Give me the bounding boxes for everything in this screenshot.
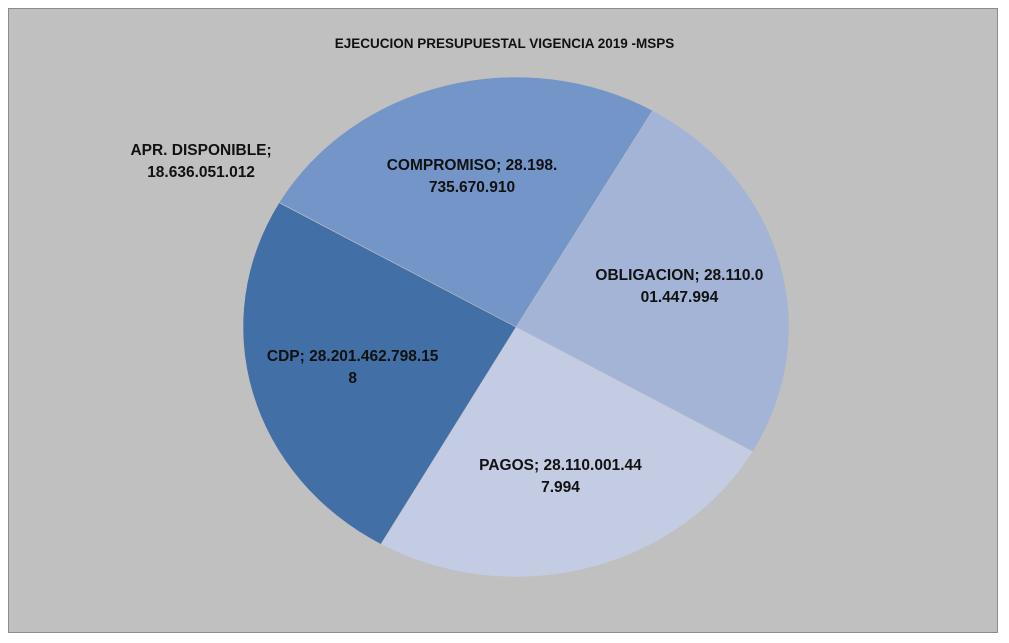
label-separator: ; (266, 141, 272, 159)
label-category: PAGOS (479, 456, 535, 474)
label-value: 28.110.001.447.994 (541, 456, 642, 496)
data-label: CDP; 28.201.462.798.158 (265, 346, 440, 390)
label-category: CDP (266, 347, 300, 365)
pie-slice (515, 110, 790, 452)
data-label: OBLIGACION; 28.110.001.447.994 (592, 265, 767, 309)
label-category: OBLIGACION (595, 266, 695, 284)
label-separator: ; (299, 347, 305, 365)
label-value: 18.636.051.012 (147, 163, 255, 181)
chart-title: EJECUCION PRESUPUESTAL VIGENCIA 2019 -MS… (334, 36, 675, 51)
pie-slice (278, 76, 653, 328)
label-category: APR. DISPONIBLE (130, 141, 267, 159)
label-value: 28.198.735.670.910 (428, 157, 558, 197)
pie-slice (242, 202, 517, 545)
pie-slice (380, 326, 754, 578)
data-label: PAGOS; 28.110.001.447.994 (473, 455, 648, 499)
label-category: COMPROMISO (386, 157, 497, 175)
label-separator: ; (534, 456, 540, 474)
data-label: APR. DISPONIBLE; 18.636.051.012 (126, 140, 276, 184)
label-separator: ; (496, 157, 502, 175)
label-value: 28.110.001.447.994 (640, 266, 764, 306)
label-separator: ; (694, 266, 700, 284)
label-value: 28.201.462.798.158 (309, 347, 439, 387)
data-label: COMPROMISO; 28.198.735.670.910 (385, 155, 560, 199)
